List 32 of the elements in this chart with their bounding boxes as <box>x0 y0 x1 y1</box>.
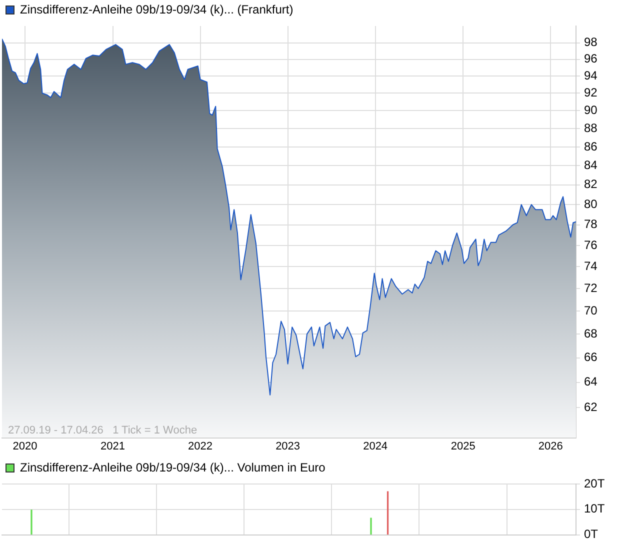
annotation: 27.09.19 - 17.04.26 1 Tick = 1 Woche <box>8 424 198 436</box>
y-tick-label: 66 <box>584 350 598 364</box>
y-tick-label: 84 <box>584 158 598 172</box>
y-tick-label: 76 <box>584 238 598 252</box>
x-tick-label: 2022 <box>188 440 213 452</box>
legend-label: Zinsdifferenz-Anleihe 09b/19-09/34 (k)... (Frankfurt) <box>20 2 294 16</box>
y-tick-label: 78 <box>584 217 598 232</box>
y-tick-label: 64 <box>584 374 598 389</box>
y-tick-label: 20T <box>584 476 606 490</box>
y-tick-label: 92 <box>584 86 598 100</box>
y-tick-label: 0T <box>584 527 599 542</box>
y-tick-label: 98 <box>584 35 598 50</box>
x-tick-label: 2020 <box>12 440 38 452</box>
y-tick-label: 82 <box>584 177 598 192</box>
x-tick-label: 2023 <box>276 440 300 452</box>
x-tick-label: 2025 <box>450 440 476 452</box>
x-tick-label: 2021 <box>100 440 126 452</box>
y-tick-label: 94 <box>584 68 598 82</box>
x-tick-label: 2026 <box>538 440 563 452</box>
x-tick-label: 2024 <box>363 440 388 452</box>
legend-label: Zinsdifferenz-Anleihe 09b/19-09/34 (k)... Volumen in Euro <box>20 460 326 474</box>
y-tick-label: 96 <box>584 52 598 66</box>
y-tick-label: 10T <box>584 502 606 516</box>
y-tick-label: 62 <box>584 400 598 414</box>
y-tick-label: 74 <box>584 259 598 274</box>
y-tick-label: 86 <box>584 139 598 154</box>
y-tick-label: 72 <box>584 280 598 295</box>
y-tick-label: 68 <box>584 326 598 340</box>
y-tick-label: 88 <box>584 120 598 135</box>
y-tick-label: 80 <box>584 196 598 211</box>
y-tick-label: 90 <box>584 103 598 118</box>
y-tick-label: 70 <box>584 303 598 318</box>
